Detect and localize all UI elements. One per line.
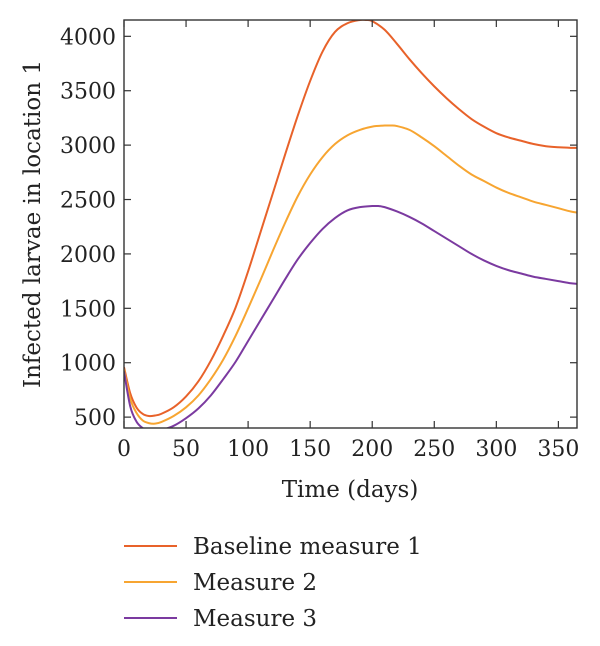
y-tick-label: 500 <box>74 406 116 431</box>
y-tick-label: 1000 <box>60 352 116 377</box>
series-line-3 <box>124 204 577 428</box>
x-tick-label: 350 <box>537 437 579 462</box>
x-axis-title: Time (days) <box>282 477 419 503</box>
y-tick-label: 2000 <box>60 243 116 268</box>
x-tick-label: 100 <box>227 437 269 462</box>
y-tick-label: 1500 <box>60 297 116 322</box>
x-axis: 0 50 100 150 200 250 300 350 <box>117 20 579 462</box>
x-tick-label: 50 <box>172 437 200 462</box>
y-tick-label: 4000 <box>60 25 116 50</box>
y-tick-label: 3500 <box>60 80 116 105</box>
x-tick-label: 150 <box>289 437 331 462</box>
series-layer <box>124 20 577 428</box>
x-tick-label: 300 <box>475 437 517 462</box>
legend-label: Measure 2 <box>193 570 317 596</box>
y-tick-label: 2500 <box>60 189 116 214</box>
x-tick-label: 0 <box>117 437 131 462</box>
y-tick-label: 3000 <box>60 134 116 159</box>
series-line-1 <box>124 20 577 418</box>
series-line-2 <box>124 124 577 425</box>
legend-label: Baseline measure 1 <box>193 534 422 560</box>
x-tick-label: 200 <box>351 437 393 462</box>
plot-frame <box>123 19 578 429</box>
legend: Baseline measure 1 Measure 2 Measure 3 <box>124 534 422 632</box>
legend-label: Measure 3 <box>193 606 317 632</box>
y-axis-title: Infected larvae in location 1 <box>20 60 46 388</box>
y-axis: 500 1000 1500 2000 2500 3000 3500 4000 <box>60 25 577 431</box>
x-tick-label: 250 <box>413 437 455 462</box>
